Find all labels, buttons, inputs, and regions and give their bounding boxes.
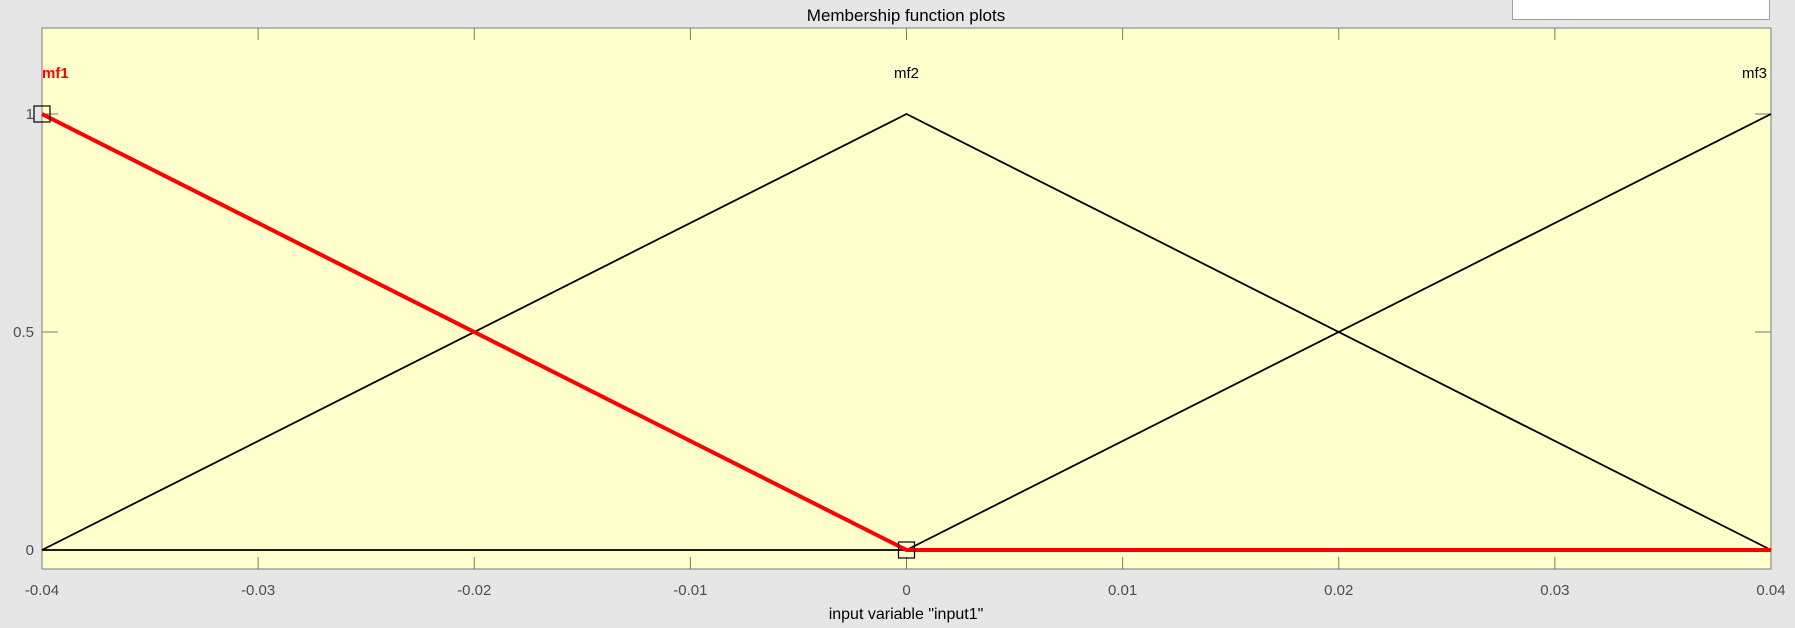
series-label-mf3[interactable]: mf3 xyxy=(1742,65,1767,82)
x-tick-label: 0.02 xyxy=(1324,582,1353,599)
range-input-box[interactable] xyxy=(1512,0,1770,20)
x-axis-label: input variable "input1" xyxy=(829,606,984,623)
x-tick-label: 0 xyxy=(902,582,910,599)
plot-area[interactable] xyxy=(41,27,1772,570)
x-tick-label: 0.03 xyxy=(1540,582,1569,599)
x-tick-label: 0.04 xyxy=(1756,582,1785,599)
series-label-mf2[interactable]: mf2 xyxy=(894,65,919,82)
y-tick-label: 0.5 xyxy=(13,324,34,341)
x-tick-label: -0.04 xyxy=(25,582,59,599)
series-label-mf1[interactable]: mf1 xyxy=(42,65,69,82)
y-tick-label: 1 xyxy=(26,106,34,123)
x-tick-label: -0.03 xyxy=(241,582,275,599)
vertex-handle-mf1[interactable] xyxy=(33,105,51,123)
vertex-handle-mf1[interactable] xyxy=(897,541,916,559)
x-tick-label: -0.01 xyxy=(673,582,707,599)
x-tick-label: -0.02 xyxy=(457,582,491,599)
chart-title: Membership function plots xyxy=(807,6,1005,25)
y-tick-label: 0 xyxy=(26,542,34,559)
x-tick-label: 0.01 xyxy=(1108,582,1137,599)
series-line-mf2[interactable] xyxy=(41,112,1772,551)
series-line-mf1[interactable] xyxy=(41,112,1771,552)
